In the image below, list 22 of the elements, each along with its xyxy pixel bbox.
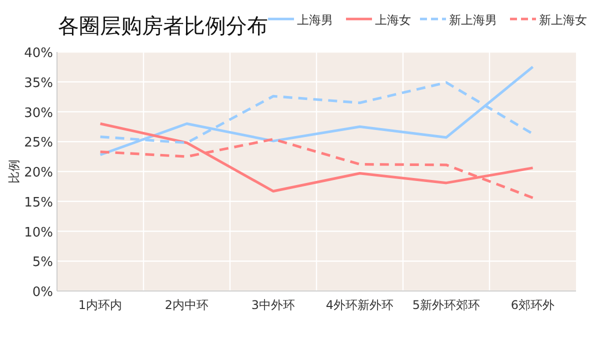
legend-label: 上海女 xyxy=(375,13,411,27)
y-tick-label: 40% xyxy=(24,46,53,61)
x-tick-label: 2内中环 xyxy=(164,298,209,312)
y-tick-label: 10% xyxy=(24,225,53,240)
y-tick-label: 15% xyxy=(24,195,53,210)
y-axis-title: 比例 xyxy=(7,160,21,184)
y-tick-label: 35% xyxy=(24,76,53,91)
y-tick-label: 25% xyxy=(24,136,53,151)
legend-label: 上海男 xyxy=(297,13,333,27)
x-tick-label: 5新外环郊环 xyxy=(412,298,480,312)
y-tick-label: 20% xyxy=(24,166,53,180)
line-series xyxy=(99,66,534,156)
y-tick-label: 30% xyxy=(24,106,53,121)
legend-label: 新上海女 xyxy=(539,13,587,27)
y-tick-label: 5% xyxy=(32,255,53,270)
x-tick-label: 6郊环外 xyxy=(510,298,555,312)
x-tick-label: 3中外环 xyxy=(251,298,296,312)
chart-title: 各圈层购房者比例分布 xyxy=(58,14,268,38)
x-tick-label: 4外环新外环 xyxy=(326,298,394,312)
x-tick-label: 1内环内 xyxy=(78,298,122,312)
legend-label: 新上海男 xyxy=(449,13,497,27)
y-tick-label: 0% xyxy=(32,285,53,300)
